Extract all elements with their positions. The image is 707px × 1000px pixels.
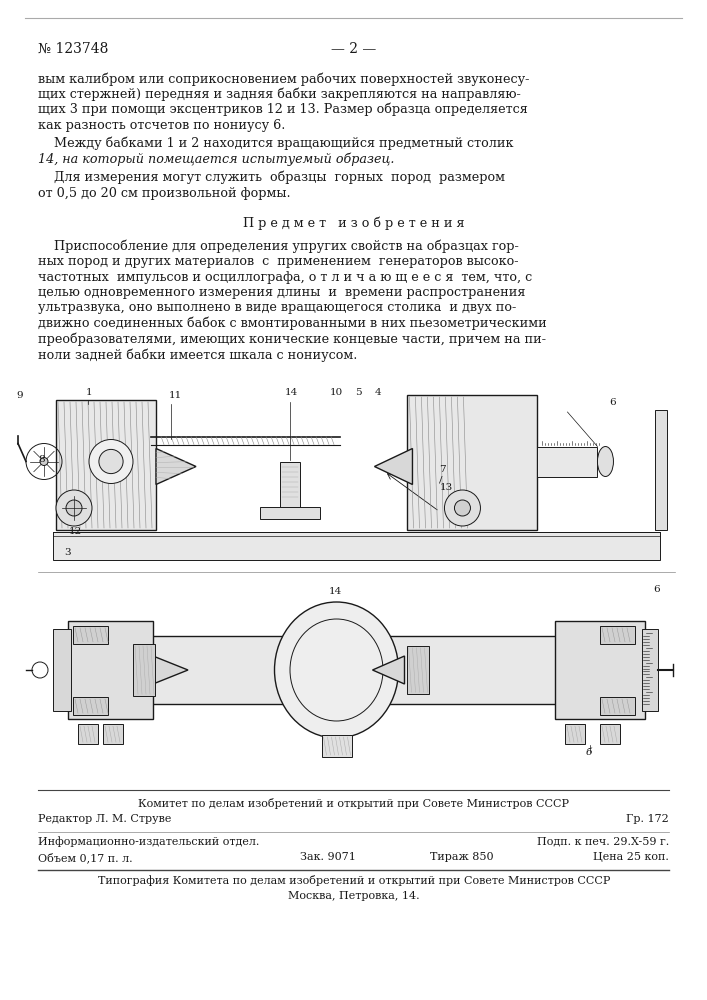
Bar [56,400,156,530]
Bar [103,724,123,744]
Text: ных пород и других материалов  с  применением  генераторов высоко-: ных пород и других материалов с применен… [38,255,518,268]
Text: движно соединенных бабок с вмонтированными в них пьезометрическими: движно соединенных бабок с вмонтированны… [38,317,547,330]
Text: Типография Комитета по делам изобретений и открытий при Совете Министров СССР: Типография Комитета по делам изобретений… [98,875,610,886]
Text: ультразвука, оно выполнено в виде вращающегося столика  и двух по-: ультразвука, оно выполнено в виде вращаю… [38,302,516,314]
Text: ноли задней бабки имеется шкала с нониусом.: ноли задней бабки имеется шкала с нониус… [38,348,357,361]
Text: /: / [440,476,443,485]
Polygon shape [375,448,412,485]
Bar [537,446,597,477]
Text: 12: 12 [69,527,82,536]
Bar [68,621,153,719]
Circle shape [445,490,481,526]
Bar [565,724,585,744]
Text: 9: 9 [16,391,23,400]
Text: Зак. 9071: Зак. 9071 [300,852,356,862]
Text: щих стержней) передняя и задняя бабки закрепляются на направляю-: щих стержней) передняя и задняя бабки за… [38,88,521,101]
Text: 5: 5 [355,388,362,397]
Text: № 123748: № 123748 [38,42,108,56]
Bar [280,462,300,506]
Bar [73,626,108,644]
Text: П р е д м е т   и з о б р е т е н и я: П р е д м е т и з о б р е т е н и я [243,216,464,230]
Text: 14: 14 [285,388,298,397]
Text: 1: 1 [86,388,93,397]
Text: вым калибром или соприкосновением рабочих поверхностей звуконесу-: вым калибром или соприкосновением рабочи… [38,72,530,86]
Circle shape [455,500,470,516]
Bar [600,626,635,644]
Bar [322,735,351,757]
Text: Информационно-издательский отдел.: Информационно-издательский отдел. [38,836,259,847]
Text: 6: 6 [609,398,616,407]
Polygon shape [373,656,404,684]
Polygon shape [156,448,196,485]
Text: Гр. 172: Гр. 172 [626,814,669,824]
Text: — 2 —: — 2 — [332,42,377,56]
Text: 14: 14 [329,587,341,596]
Text: Тираж 850: Тираж 850 [430,852,493,862]
Text: частотных  импульсов и осциллографа, о т л и ч а ю щ е е с я  тем, что, с: частотных импульсов и осциллографа, о т … [38,270,532,284]
Bar [53,532,660,560]
Text: как разность отсчетов по нониусу 6.: как разность отсчетов по нониусу 6. [38,118,286,131]
Bar [555,621,645,719]
Bar [600,697,635,715]
Text: 11: 11 [169,391,182,400]
Text: Редактор Л. М. Струве: Редактор Л. М. Струве [38,814,171,824]
Text: б: б [585,748,591,757]
Circle shape [99,449,123,474]
Text: целью одновременного измерения длины  и  времени распространения: целью одновременного измерения длины и в… [38,286,525,299]
Text: 13: 13 [440,484,452,492]
Bar [73,697,108,715]
Circle shape [89,440,133,484]
Text: Объем 0,17 п. л.: Объем 0,17 п. л. [38,852,133,863]
Text: 7: 7 [440,464,446,474]
Text: Москва, Петровка, 14.: Москва, Петровка, 14. [288,891,420,901]
Bar [407,395,537,530]
Text: щих 3 при помощи эксцентриков 12 и 13. Размер образца определяется: щих 3 при помощи эксцентриков 12 и 13. Р… [38,103,527,116]
Text: от 0,5 до 20 см произвольной формы.: от 0,5 до 20 см произвольной формы. [38,186,291,200]
Text: Между бабками 1 и 2 находится вращающийся предметный столик: Между бабками 1 и 2 находится вращающийс… [38,137,513,150]
Text: 8: 8 [38,454,45,464]
Bar [53,629,71,711]
Polygon shape [153,656,188,684]
Ellipse shape [597,446,614,477]
Text: Комитет по делам изобретений и открытий при Совете Министров СССР: Комитет по делам изобретений и открытий … [139,798,570,809]
Text: Приспособление для определения упругих свойств на образцах гор-: Приспособление для определения упругих с… [38,239,519,253]
Text: 4: 4 [375,388,382,397]
Bar [133,644,155,696]
Circle shape [66,500,82,516]
Text: преобразователями, имеющих конические концевые части, причем на пи-: преобразователями, имеющих конические ко… [38,332,546,346]
Bar [600,724,620,744]
Circle shape [40,458,48,466]
Bar [78,724,98,744]
Bar [642,629,658,711]
Circle shape [56,490,92,526]
Text: Для измерения могут служить  образцы  горных  пород  размером: Для измерения могут служить образцы горн… [38,171,505,184]
Text: 14, на который помещается испытуемый образец.: 14, на который помещается испытуемый обр… [38,152,395,166]
Bar [655,410,667,530]
Bar [407,646,428,694]
Ellipse shape [274,602,399,738]
Text: 6: 6 [653,585,660,594]
Text: Цена 25 коп.: Цена 25 коп. [593,852,669,862]
Text: 3: 3 [64,548,71,557]
Text: Подп. к печ. 29.X-59 г.: Подп. к печ. 29.X-59 г. [537,836,669,846]
Text: 10: 10 [330,388,344,397]
Bar [260,506,320,518]
Bar [68,636,645,704]
